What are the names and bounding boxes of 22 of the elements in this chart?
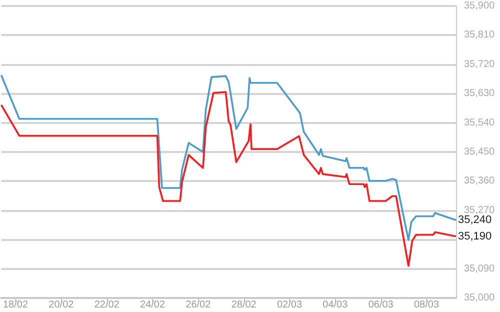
x-tick-label: 08/03 xyxy=(414,300,440,310)
data-label: 35,240 xyxy=(458,214,492,226)
x-tick-label: 04/03 xyxy=(322,300,348,310)
y-tick-label: 35,450 xyxy=(464,146,496,158)
x-tick-label: 18/02 xyxy=(2,300,28,310)
y-tick-label: 35,360 xyxy=(464,176,496,187)
x-tick-label: 26/02 xyxy=(186,300,212,310)
x-tick-label: 20/02 xyxy=(48,300,74,310)
y-tick-label: 35,270 xyxy=(464,204,496,216)
y-tick-label: 35,090 xyxy=(464,263,496,274)
x-tick-label: 22/02 xyxy=(94,300,120,310)
y-tick-label: 35,630 xyxy=(464,88,496,100)
x-tick-label: 28/02 xyxy=(231,300,257,310)
x-tick-label: 06/03 xyxy=(368,300,394,310)
y-tick-label: 35,810 xyxy=(464,30,496,41)
y-tick-label: 35,540 xyxy=(464,117,496,128)
data-label: 35,190 xyxy=(458,230,492,242)
y-tick-label: 35,000 xyxy=(464,292,496,304)
y-tick-label: 35,900 xyxy=(464,0,496,12)
y-tick-label: 35,720 xyxy=(464,58,496,70)
x-tick-label: 24/02 xyxy=(140,300,166,310)
x-tick-label: 02/03 xyxy=(276,300,302,310)
